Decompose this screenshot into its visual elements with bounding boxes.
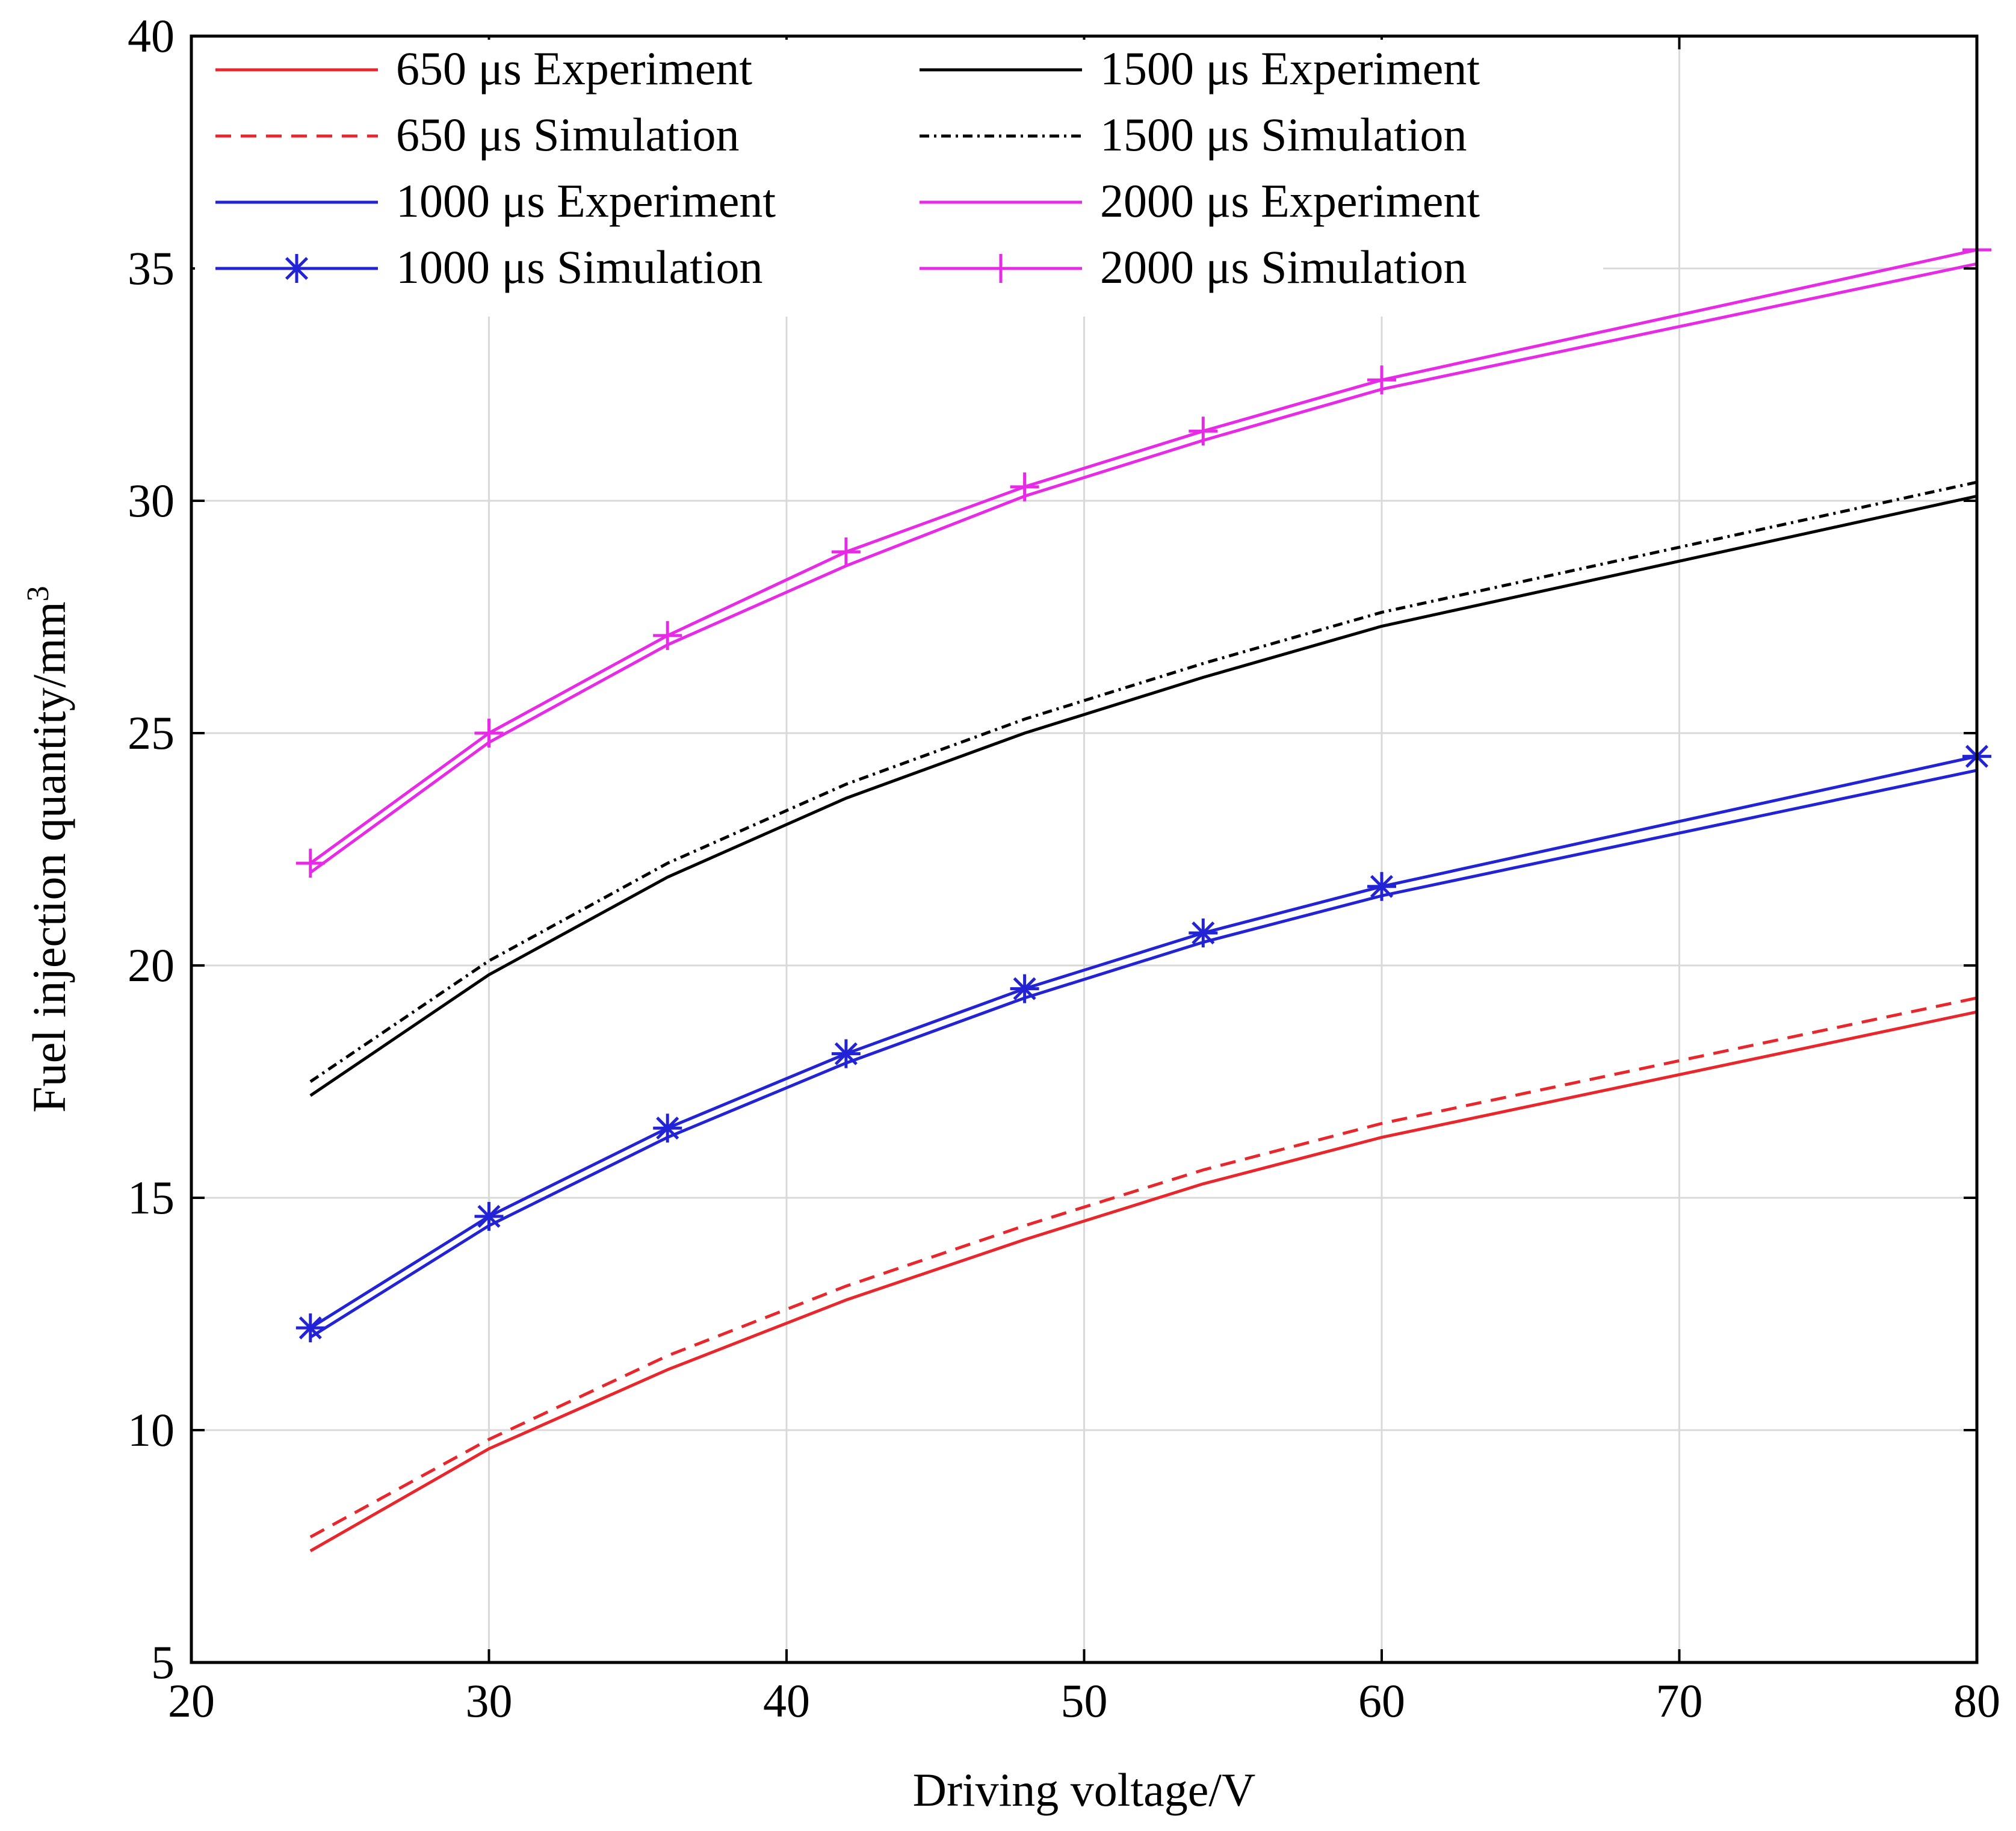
- legend-entry: 1000 μs Experiment: [215, 175, 776, 227]
- legend-entry: 650 μs Experiment: [215, 42, 752, 94]
- data-point-marker: [1189, 417, 1218, 446]
- y-tick-label: 20: [128, 939, 175, 991]
- y-tick-label: 35: [128, 242, 175, 294]
- legend-entry: 1500 μs Simulation: [920, 108, 1467, 161]
- legend-entry: 650 μs Simulation: [215, 108, 740, 161]
- legend-label: 650 μs Experiment: [396, 42, 752, 94]
- x-tick-label: 50: [1061, 1675, 1108, 1727]
- series-line-6: [309, 480, 1977, 1083]
- legend-label: 1500 μs Experiment: [1100, 42, 1480, 94]
- data-point-marker: [1189, 918, 1218, 947]
- series-line-7: [309, 262, 1977, 874]
- series-layer: [295, 235, 1991, 1552]
- data-point-marker: [831, 1039, 861, 1068]
- legend-entry: 1500 μs Experiment: [920, 42, 1480, 94]
- legend-entry: 2000 μs Simulation: [920, 241, 1467, 293]
- y-tick-label: 25: [128, 707, 175, 759]
- x-tick-label: 40: [763, 1675, 810, 1727]
- data-point-marker: [1010, 974, 1039, 1003]
- legend-marker: [986, 254, 1015, 283]
- data-point-marker: [1367, 872, 1396, 901]
- legend-box: [195, 40, 1603, 317]
- legend-label: 2000 μs Experiment: [1100, 175, 1480, 227]
- data-point-marker: [295, 1313, 325, 1343]
- legend-label: 1500 μs Simulation: [1100, 108, 1467, 161]
- data-point-marker: [831, 537, 861, 566]
- legend-marker: [282, 254, 311, 283]
- tick-layer: 20 30 40 50 60 70 80 5 10 15 20 25 30 35 40: [128, 10, 2000, 1727]
- legend-label: 1000 μs Experiment: [396, 175, 776, 227]
- data-point-marker: [653, 621, 682, 650]
- x-tick-label: 20: [168, 1675, 215, 1727]
- legend-entry: 1000 μs Simulation: [215, 241, 763, 293]
- series-line-5: [309, 494, 1977, 1097]
- y-tick-label: 40: [128, 10, 175, 62]
- x-tick-label: 60: [1358, 1675, 1405, 1727]
- y-tick-label: 5: [151, 1636, 175, 1688]
- y-axis-label-text: Fuel injection quantity/mm: [23, 601, 75, 1112]
- series-line-1: [309, 1010, 1977, 1552]
- data-point-marker: [1010, 472, 1039, 501]
- legend-label: 1000 μs Simulation: [396, 241, 763, 293]
- data-point-marker: [474, 719, 504, 748]
- legend-entry: 2000 μs Experiment: [920, 175, 1480, 227]
- data-point-marker: [295, 849, 325, 878]
- legend-label: 2000 μs Simulation: [1100, 241, 1467, 293]
- data-point-marker: [653, 1114, 682, 1143]
- y-axis-label-superscript: 3: [21, 586, 55, 601]
- data-point-marker: [1367, 365, 1396, 395]
- y-axis-label: Fuel injection quantity/mm3: [21, 586, 76, 1112]
- series-line-4: [309, 755, 1977, 1330]
- x-tick-label: 70: [1656, 1675, 1703, 1727]
- series-line-2: [309, 996, 1977, 1538]
- series-line-3: [309, 769, 1977, 1339]
- y-tick-label: 15: [128, 1171, 175, 1224]
- x-axis-label: Driving voltage/V: [913, 1764, 1256, 1816]
- legend-label: 650 μs Simulation: [396, 108, 740, 161]
- y-tick-label: 30: [128, 474, 175, 527]
- x-tick-label: 30: [466, 1675, 513, 1727]
- series-line-8: [309, 248, 1977, 865]
- data-point-marker: [474, 1201, 504, 1231]
- x-tick-label: 80: [1953, 1675, 2000, 1727]
- legend: 650 μs Experiment 650 μs Simulation 1000 μ…: [215, 42, 1480, 293]
- y-tick-label: 10: [128, 1404, 175, 1456]
